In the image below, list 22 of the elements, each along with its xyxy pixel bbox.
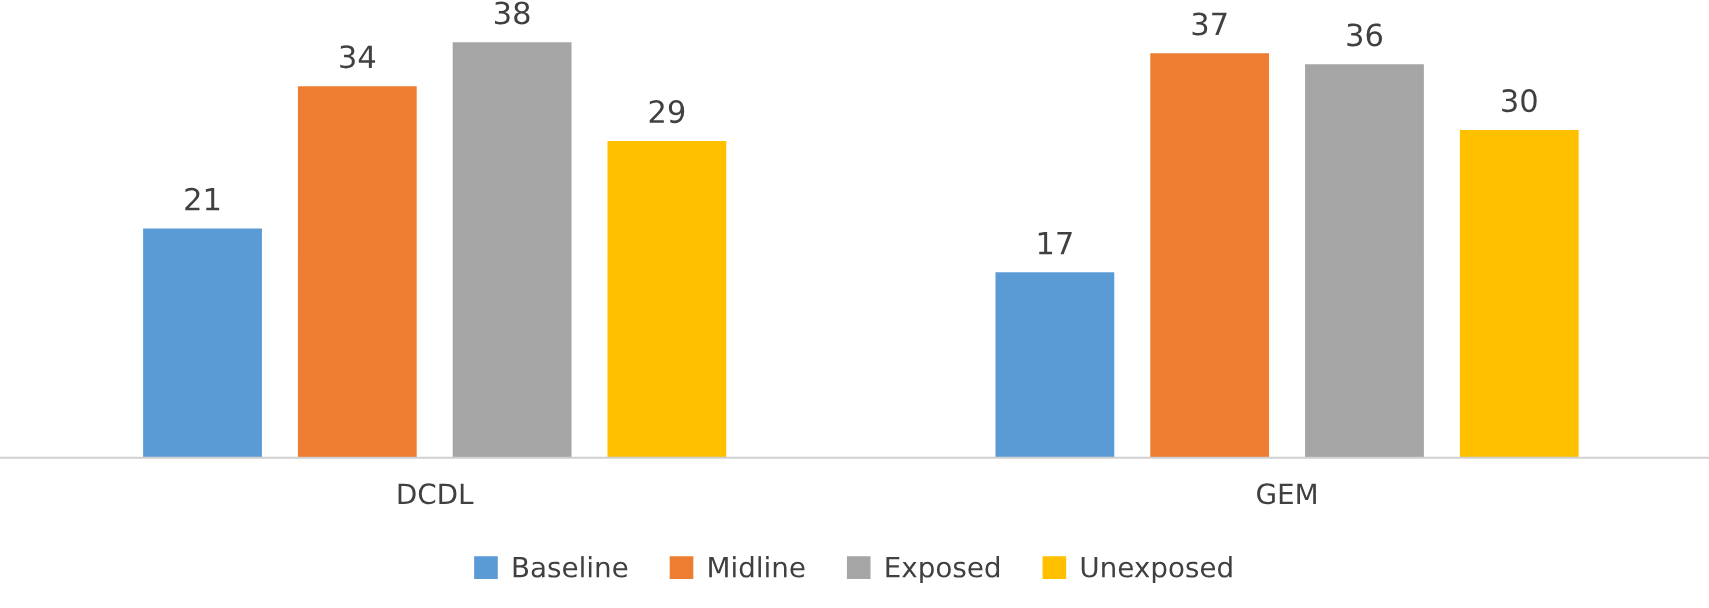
legend-label: Midline — [709, 556, 805, 578]
legend-label: Exposed — [886, 556, 1000, 583]
data-label: 21 — [185, 187, 220, 211]
x-tick-label: GEM — [1257, 483, 1316, 505]
data-label: 17 — [1038, 231, 1072, 255]
data-label: 30 — [1502, 89, 1537, 113]
data-label: 34 — [340, 45, 376, 69]
data-label: 37 — [1192, 12, 1227, 36]
bar — [606, 139, 728, 458]
bar — [1458, 128, 1581, 458]
bar — [296, 84, 419, 458]
bar — [1303, 62, 1426, 458]
bar — [451, 40, 573, 458]
bar — [1148, 51, 1271, 458]
data-label: 29 — [649, 100, 685, 124]
bar — [141, 227, 264, 458]
bar — [994, 270, 1116, 458]
x-tick-label: DCDL — [398, 483, 474, 505]
legend-label: Unexposed — [1081, 556, 1232, 583]
data-label: 38 — [494, 1, 530, 25]
legend-label: Baseline — [513, 556, 628, 578]
data-label: 36 — [1347, 23, 1382, 47]
